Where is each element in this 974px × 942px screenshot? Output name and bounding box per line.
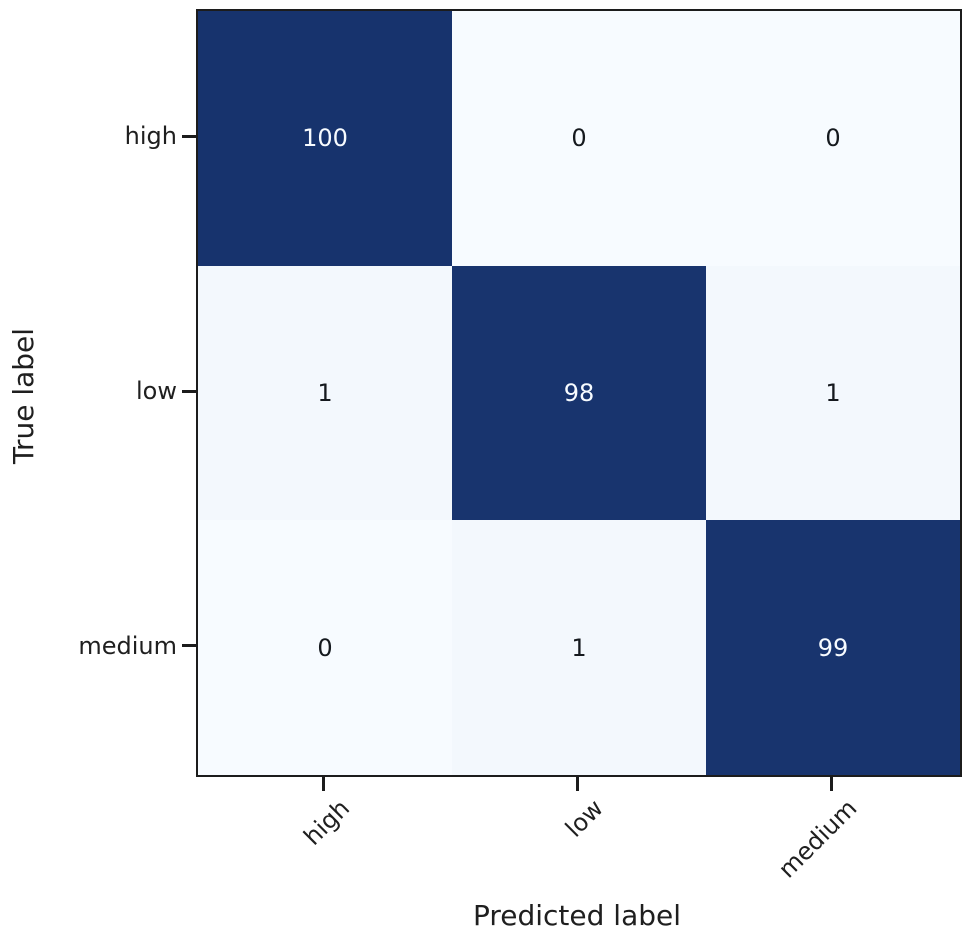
cell-value: 1 (317, 378, 333, 407)
y-tick-mark (182, 389, 196, 393)
matrix-cell-medium-high: 0 (198, 520, 452, 775)
matrix-cell-medium-low: 1 (452, 520, 706, 775)
heatmap-grid: 100 0 0 1 98 1 0 1 99 (198, 11, 960, 775)
cell-value: 98 (563, 378, 595, 407)
cell-value: 0 (317, 633, 333, 662)
x-tick-mark (575, 777, 579, 791)
x-tick-mark (321, 777, 325, 791)
y-tick-label-high: high (124, 122, 177, 151)
heatmap-plot-area: 100 0 0 1 98 1 0 1 99 (196, 9, 962, 777)
cell-value: 0 (571, 124, 587, 153)
cell-value: 100 (302, 124, 348, 153)
x-tick-label-low: low (560, 794, 609, 843)
y-tick-label-low: low (136, 377, 177, 405)
x-tick-label-high: high (297, 794, 355, 851)
y-tick-mark (182, 644, 196, 648)
matrix-cell-high-medium: 0 (706, 11, 960, 266)
cell-value: 0 (825, 124, 841, 153)
x-tick-mark (829, 777, 833, 791)
x-axis-label: Predicted label (472, 899, 682, 932)
matrix-cell-low-low: 98 (452, 265, 706, 521)
matrix-cell-high-high: 100 (198, 11, 452, 266)
matrix-cell-low-high: 1 (198, 265, 452, 521)
matrix-cell-medium-medium: 99 (706, 520, 960, 775)
y-tick-mark (182, 134, 196, 138)
matrix-cell-high-low: 0 (452, 11, 706, 266)
cell-value: 1 (571, 633, 587, 662)
cell-value: 99 (817, 633, 849, 662)
cell-value: 1 (825, 378, 841, 407)
matrix-cell-low-medium: 1 (706, 265, 960, 521)
y-tick-label-medium: medium (78, 631, 177, 660)
x-tick-label-medium: medium (773, 794, 863, 884)
